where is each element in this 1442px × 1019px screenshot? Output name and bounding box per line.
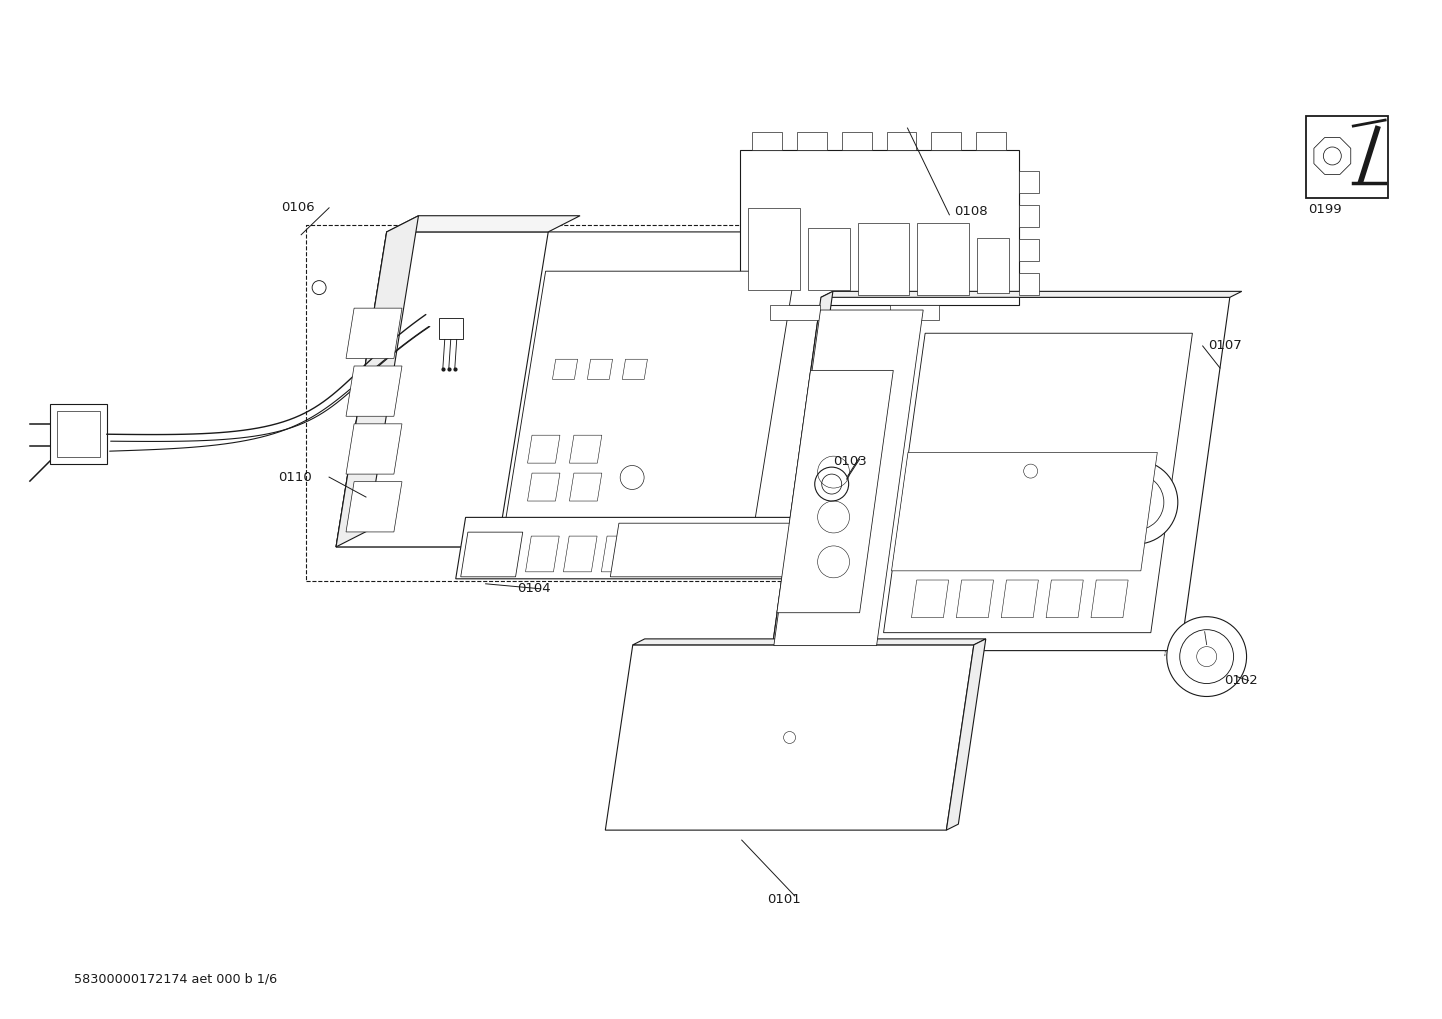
Polygon shape bbox=[610, 523, 806, 577]
Polygon shape bbox=[336, 232, 548, 547]
Polygon shape bbox=[50, 405, 107, 464]
Polygon shape bbox=[820, 291, 1242, 298]
Circle shape bbox=[1024, 464, 1038, 478]
Text: 0101: 0101 bbox=[767, 894, 800, 907]
Polygon shape bbox=[633, 639, 986, 645]
Text: 0199: 0199 bbox=[1308, 204, 1343, 216]
Text: 0104: 0104 bbox=[518, 582, 551, 595]
Text: 0103: 0103 bbox=[832, 454, 867, 468]
Circle shape bbox=[1167, 616, 1246, 697]
Circle shape bbox=[1107, 474, 1164, 530]
Polygon shape bbox=[858, 223, 910, 294]
Circle shape bbox=[822, 474, 842, 494]
Polygon shape bbox=[884, 333, 1193, 633]
Polygon shape bbox=[525, 536, 559, 572]
Polygon shape bbox=[570, 435, 601, 463]
Polygon shape bbox=[438, 318, 463, 339]
Polygon shape bbox=[1001, 580, 1038, 618]
Polygon shape bbox=[56, 412, 99, 458]
Polygon shape bbox=[528, 435, 559, 463]
Polygon shape bbox=[456, 518, 825, 579]
Polygon shape bbox=[386, 216, 580, 232]
Circle shape bbox=[620, 466, 645, 489]
Circle shape bbox=[815, 467, 849, 501]
Polygon shape bbox=[890, 305, 939, 320]
Polygon shape bbox=[771, 291, 833, 650]
Polygon shape bbox=[623, 360, 647, 379]
Polygon shape bbox=[1314, 138, 1351, 174]
Polygon shape bbox=[587, 360, 613, 379]
Polygon shape bbox=[564, 536, 597, 572]
Polygon shape bbox=[606, 645, 973, 830]
Circle shape bbox=[1126, 492, 1146, 513]
Text: 0107: 0107 bbox=[1207, 339, 1242, 353]
Polygon shape bbox=[1019, 273, 1040, 294]
Polygon shape bbox=[1045, 580, 1083, 618]
Circle shape bbox=[1094, 461, 1178, 544]
Polygon shape bbox=[771, 298, 1230, 650]
Polygon shape bbox=[946, 639, 986, 830]
Polygon shape bbox=[777, 370, 893, 612]
Circle shape bbox=[1197, 647, 1217, 666]
Circle shape bbox=[783, 732, 796, 744]
Polygon shape bbox=[346, 366, 402, 416]
Polygon shape bbox=[552, 360, 578, 379]
Text: 0108: 0108 bbox=[955, 205, 988, 218]
Circle shape bbox=[311, 280, 326, 294]
Polygon shape bbox=[1019, 205, 1040, 227]
Polygon shape bbox=[891, 452, 1158, 571]
Polygon shape bbox=[932, 132, 962, 150]
Polygon shape bbox=[460, 532, 523, 577]
Polygon shape bbox=[528, 473, 559, 501]
Polygon shape bbox=[842, 132, 871, 150]
Polygon shape bbox=[503, 271, 795, 539]
Circle shape bbox=[1324, 147, 1341, 165]
Polygon shape bbox=[740, 150, 1019, 305]
Bar bbox=[1306, 116, 1389, 198]
Polygon shape bbox=[978, 237, 1009, 292]
Polygon shape bbox=[346, 308, 402, 359]
Polygon shape bbox=[976, 132, 1007, 150]
Polygon shape bbox=[774, 310, 923, 646]
Polygon shape bbox=[797, 132, 826, 150]
Text: 0102: 0102 bbox=[1224, 674, 1257, 687]
Polygon shape bbox=[956, 580, 994, 618]
Polygon shape bbox=[917, 223, 969, 294]
Polygon shape bbox=[808, 228, 849, 289]
Polygon shape bbox=[1019, 238, 1040, 261]
Polygon shape bbox=[601, 536, 634, 572]
Text: 0110: 0110 bbox=[278, 471, 311, 484]
Circle shape bbox=[1180, 630, 1233, 684]
Text: 0106: 0106 bbox=[281, 202, 314, 214]
Polygon shape bbox=[748, 208, 800, 289]
Polygon shape bbox=[887, 132, 917, 150]
Polygon shape bbox=[336, 232, 871, 547]
Text: 58300000172174 aet 000 b 1/6: 58300000172174 aet 000 b 1/6 bbox=[74, 973, 277, 985]
Polygon shape bbox=[570, 473, 601, 501]
Polygon shape bbox=[346, 482, 402, 532]
Polygon shape bbox=[751, 132, 782, 150]
Polygon shape bbox=[336, 216, 418, 547]
Polygon shape bbox=[346, 424, 402, 474]
Polygon shape bbox=[911, 580, 949, 618]
Polygon shape bbox=[1019, 171, 1040, 193]
Polygon shape bbox=[1092, 580, 1128, 618]
Polygon shape bbox=[770, 305, 819, 320]
